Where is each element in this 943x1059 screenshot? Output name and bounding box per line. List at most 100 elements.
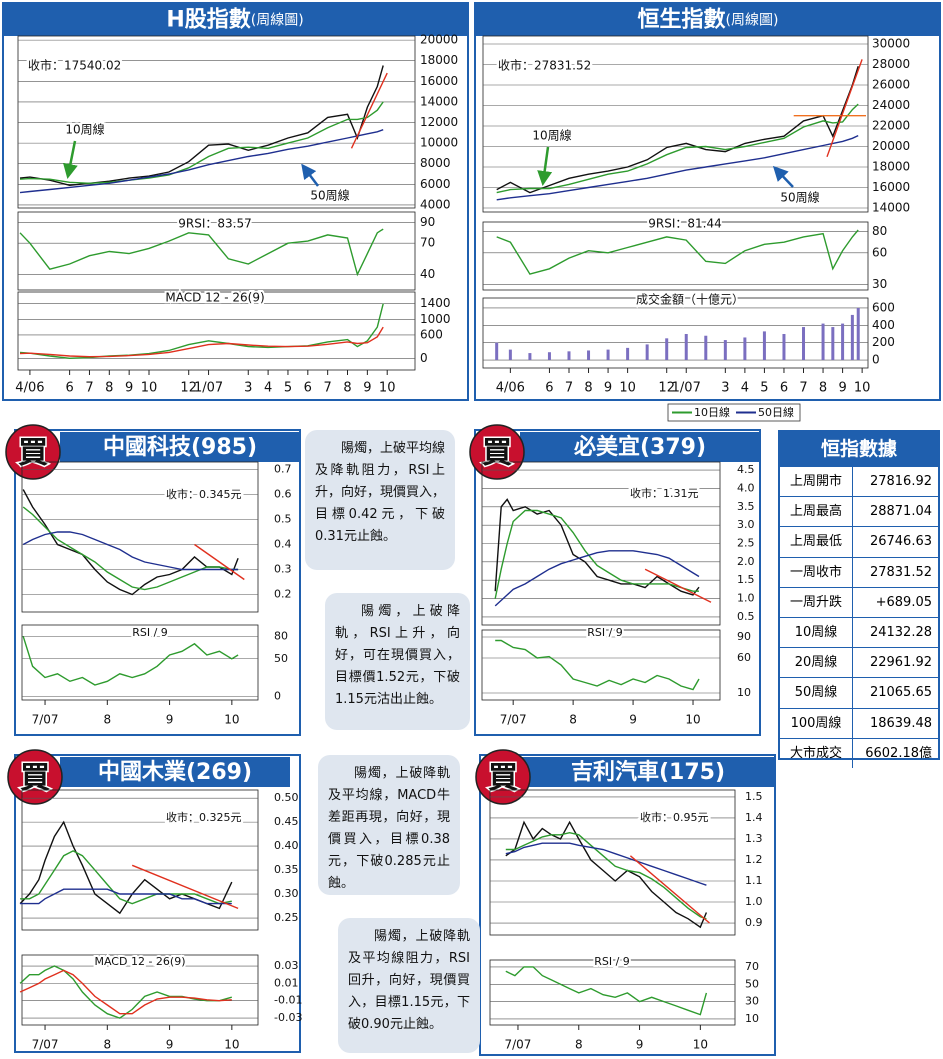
title-bar (60, 757, 290, 787)
y-tick-label: 60 (737, 651, 751, 664)
x-tick-label: 1/07 (194, 381, 223, 396)
y-tick-label: 1.1 (745, 874, 763, 887)
table-label: 10周線 (780, 617, 853, 648)
title-bar (60, 432, 300, 462)
y-tick-label: 2.5 (737, 537, 755, 550)
x-tick-label: 6 (780, 381, 788, 396)
y-tick-label: 1.5 (737, 573, 755, 586)
y-tick-label: 10 (745, 1012, 759, 1025)
pane-label: 9RSI：83.57 (178, 217, 251, 231)
y-tick-label: 0.7 (274, 463, 292, 476)
subtitle-text: (周線圖) (726, 13, 779, 29)
title-bar (3, 3, 468, 36)
x-tick-label: 7/07 (32, 1038, 59, 1052)
x-tick-label: 7 (324, 381, 332, 396)
y-tick-label: 0.5 (737, 610, 755, 623)
table-label: 20周線 (780, 648, 853, 678)
y-tick-label: 24000 (872, 98, 910, 112)
y-tick-label: 3.0 (737, 518, 755, 531)
annotation-arrow (772, 165, 794, 188)
series-line (19, 101, 384, 185)
y-tick-label: -0.01 (274, 994, 302, 1007)
volume-bar (587, 350, 591, 361)
x-tick-label: 9 (604, 381, 612, 396)
series-line (19, 228, 384, 277)
y-tick-label: 0 (274, 689, 281, 702)
trend-line (131, 864, 239, 910)
x-tick-label: 9 (838, 381, 846, 396)
x-tick-label: 6 (304, 381, 312, 396)
x-tick-label: 10 (224, 713, 239, 727)
table-row: 上周開市 27816.92 (780, 466, 938, 497)
volume-bar (606, 349, 610, 361)
subtitle-text: (周線圖) (251, 13, 304, 29)
title-bar (520, 432, 760, 462)
badge-label: 買 (482, 436, 512, 471)
series-line (19, 65, 384, 187)
volume-bar (665, 338, 669, 361)
series-line (494, 498, 700, 596)
x-tick-label: 8 (103, 1038, 111, 1052)
pane-frame (489, 789, 736, 936)
series-line (22, 531, 239, 571)
x-tick-label: 9 (166, 1038, 174, 1052)
close-label: 收市：1.31元 (630, 486, 699, 500)
title-text: 中國木業(269) (98, 760, 252, 785)
y-tick-label: 0 (420, 351, 428, 365)
y-tick-label: 6000 (420, 177, 451, 191)
chart-frame (474, 2, 941, 401)
series-line (19, 326, 384, 358)
table-row: 上周最低 26746.63 (780, 526, 938, 557)
chart-title: 中國科技(985) (103, 435, 257, 460)
badge-label: 買 (18, 436, 48, 471)
volume-bar (802, 327, 806, 361)
y-tick-label: 10000 (420, 136, 458, 150)
commentary: 陽燭，上破降軌，RSI上升，向好，可在現價買入，目標價1.52元，下破1.15元… (325, 593, 470, 730)
x-tick-label: 12 (658, 381, 675, 396)
x-tick-label: 10 (619, 381, 636, 396)
y-tick-label: 12000 (420, 115, 458, 129)
series-line (19, 129, 384, 194)
y-tick-label: 200 (872, 335, 895, 349)
series-line (494, 509, 699, 599)
pane-frame (21, 954, 259, 1026)
x-tick-label: 10 (224, 1038, 239, 1052)
y-tick-label: 60 (872, 245, 887, 259)
table-row: 一周升跌 +689.05 (780, 586, 938, 617)
series-line (505, 966, 708, 1016)
y-tick-label: 14000 (420, 94, 458, 108)
y-tick-label: 0.01 (274, 976, 299, 989)
volume-bar (850, 314, 854, 361)
x-tick-label: 8 (575, 1038, 583, 1052)
pane-frame (17, 211, 416, 291)
legend-label: 10日線 (694, 405, 730, 419)
y-tick-label: 1.0 (737, 592, 755, 605)
commentary: 陽燭，上破降軌及平均線，MACD牛差距再現，向好，現價買入，目標0.38元，下破… (318, 755, 460, 895)
title-text: 吉利汽車(175) (571, 759, 725, 785)
table-value: 21065.65 (869, 685, 932, 701)
table-label: 上周最低 (780, 527, 853, 557)
x-tick-label: 10 (854, 381, 871, 396)
annotation-arrow (537, 146, 553, 186)
series-line (496, 103, 859, 194)
pane-frame (489, 959, 736, 1026)
series-line (495, 639, 700, 691)
volume-bar (508, 349, 512, 361)
y-tick-label: 0.3 (274, 563, 292, 576)
volume-bar (782, 333, 786, 361)
series-annotation: 50周線 (780, 190, 819, 205)
chart-title: 中國木業(269) (98, 760, 252, 785)
y-tick-label: 20000 (872, 139, 910, 153)
y-tick-label: 0.6 (274, 488, 292, 501)
y-tick-label: 30000 (872, 36, 910, 50)
chart-frame (14, 754, 301, 1053)
table-value: 27831.52 (869, 564, 932, 580)
x-tick-label: 7 (565, 381, 573, 396)
table-label: 上周最高 (780, 497, 853, 527)
commentary: 陽燭，上破降軌及平均線阻力，RSI回升，向好，現價買入，目標1.15元，下破0.… (338, 918, 480, 1053)
title-bar (475, 3, 940, 36)
badge (5, 424, 61, 480)
volume-bar (743, 337, 747, 361)
pane-frame (21, 789, 259, 931)
